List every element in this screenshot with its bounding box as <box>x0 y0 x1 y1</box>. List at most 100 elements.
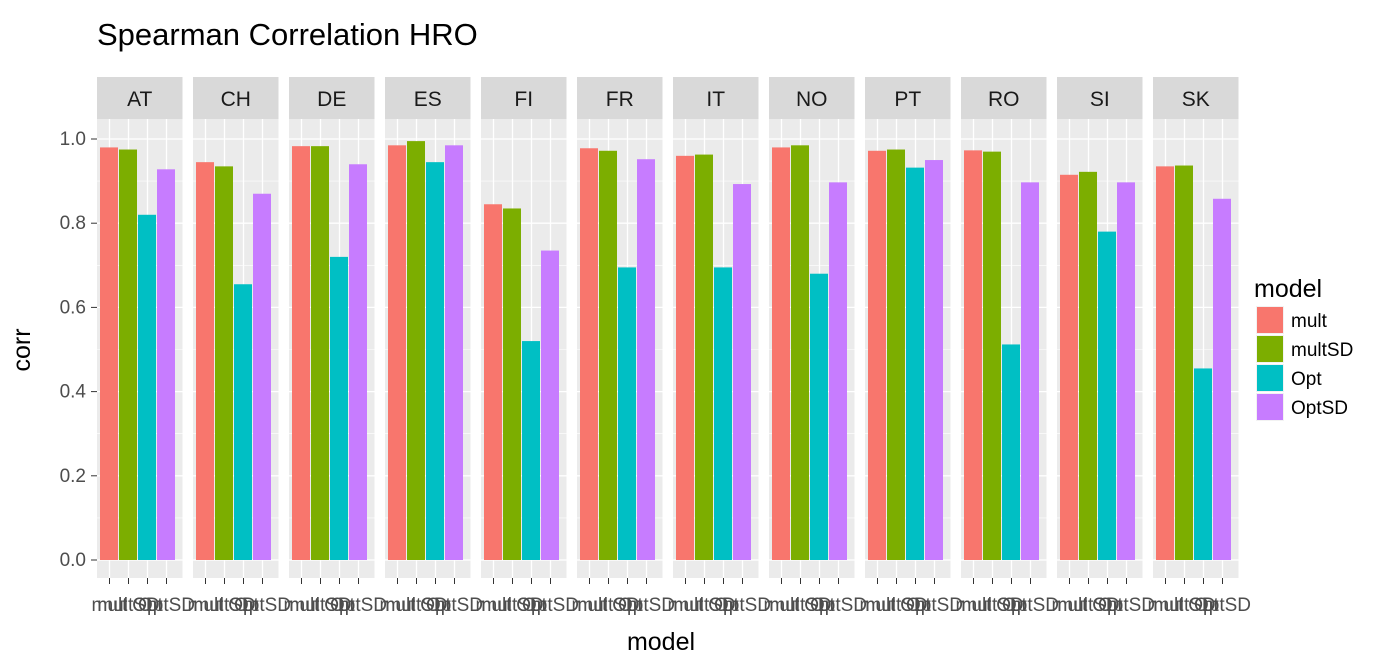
bar-no-optsd <box>829 182 847 560</box>
x-tick-label: OptSD <box>1098 595 1155 616</box>
bar-fi-multsd <box>503 208 521 560</box>
x-tick-label: Opt <box>900 595 931 616</box>
bar-it-mult <box>676 155 694 560</box>
bar-pt-mult <box>868 150 886 560</box>
x-tick-label: mult <box>476 595 513 616</box>
bar-ch-mult <box>196 162 214 560</box>
x-tick-label: mult <box>956 595 993 616</box>
bar-sk-multsd <box>1175 165 1193 560</box>
facet-strip <box>1153 77 1239 119</box>
facet-strip-label: FI <box>514 88 533 111</box>
y-tick-label: 0.2 <box>60 466 86 487</box>
x-tick-label: OptSD <box>330 595 387 616</box>
legend-key-mult <box>1257 307 1283 333</box>
bar-ro-opt <box>1002 344 1020 560</box>
bar-ch-optsd <box>253 193 271 561</box>
bar-sk-opt <box>1194 368 1212 560</box>
x-tick-label: multSD <box>865 595 927 616</box>
bar-de-opt <box>330 256 348 560</box>
bar-no-multsd <box>791 145 809 560</box>
x-tick-label: Opt <box>420 595 451 616</box>
x-tick-label: multSD <box>193 595 255 616</box>
legend-title: model <box>1254 275 1322 303</box>
x-tick-label: mult <box>92 595 129 616</box>
bar-fr-optsd <box>637 159 655 560</box>
x-tick-label: OptSD <box>234 595 291 616</box>
bar-fi-mult <box>484 204 502 560</box>
bar-de-optsd <box>349 164 367 560</box>
bar-fr-mult <box>580 148 598 560</box>
facet-strip-label: FR <box>606 88 634 111</box>
x-tick-label: mult <box>188 595 225 616</box>
bar-it-multsd <box>695 154 713 560</box>
y-tick-label: 0.8 <box>60 213 86 234</box>
legend-key-opt <box>1257 365 1283 391</box>
bar-ro-multsd <box>983 151 1001 560</box>
bar-es-mult <box>388 145 406 560</box>
facet-panels: ATmultmultSDOptOptSDCHmultmultSDOptOptSD… <box>92 77 1251 616</box>
x-tick-label: Opt <box>132 595 163 616</box>
x-tick-label: OptSD <box>522 595 579 616</box>
facet-strip <box>673 77 759 119</box>
bar-pt-opt <box>906 167 924 561</box>
legend-key-multsd <box>1257 336 1283 362</box>
x-tick-label: Opt <box>708 595 739 616</box>
facet-strip <box>385 77 471 119</box>
x-tick-label: mult <box>572 595 609 616</box>
x-tick-label: OptSD <box>714 595 771 616</box>
x-tick-label: OptSD <box>1194 595 1251 616</box>
facet-strip <box>481 77 567 119</box>
bar-fr-multsd <box>599 150 617 560</box>
bar-at-opt <box>138 214 156 560</box>
x-tick-label: mult <box>380 595 417 616</box>
bar-sk-optsd <box>1213 198 1231 561</box>
bar-fi-opt <box>522 341 540 560</box>
bar-it-optsd <box>733 184 751 560</box>
x-tick-label: multSD <box>577 595 639 616</box>
x-tick-label: multSD <box>673 595 735 616</box>
bar-ch-opt <box>234 284 252 560</box>
bar-es-optsd <box>445 145 463 560</box>
x-tick-label: Opt <box>612 595 643 616</box>
x-tick-label: Opt <box>1092 595 1123 616</box>
facet-strip-label: ES <box>414 88 442 111</box>
x-tick-label: OptSD <box>426 595 483 616</box>
facet-strip-label: SK <box>1182 88 1210 111</box>
x-tick-label: Opt <box>324 595 355 616</box>
bar-si-multsd <box>1079 171 1097 560</box>
bar-ro-optsd <box>1021 182 1039 560</box>
bar-fi-optsd <box>541 250 559 560</box>
bar-at-optsd <box>157 169 175 560</box>
facet-strip <box>961 77 1047 119</box>
x-tick-label: Opt <box>516 595 547 616</box>
legend-label: OptSD <box>1291 398 1348 419</box>
legend: model mult multSD Opt OptSD <box>1254 275 1353 421</box>
legend-label: Opt <box>1291 369 1322 390</box>
bar-es-multsd <box>407 141 425 561</box>
facet-strip <box>577 77 663 119</box>
x-tick-label: multSD <box>1153 595 1215 616</box>
y-axis-title: corr <box>8 328 36 371</box>
bar-de-mult <box>292 146 310 561</box>
x-tick-label: multSD <box>769 595 831 616</box>
x-tick-label: OptSD <box>1002 595 1059 616</box>
y-tick-label: 0.6 <box>60 297 86 318</box>
x-tick-label: multSD <box>1057 595 1119 616</box>
x-tick-label: mult <box>764 595 801 616</box>
x-tick-label: mult <box>1052 595 1089 616</box>
x-tick-label: OptSD <box>618 595 675 616</box>
x-tick-label: Opt <box>996 595 1027 616</box>
facet-strip-label: CH <box>221 88 251 111</box>
y-axis: 0.0 0.2 0.4 0.6 0.8 1.0 <box>60 129 97 571</box>
x-tick-label: OptSD <box>810 595 867 616</box>
x-tick-label: OptSD <box>906 595 963 616</box>
facet-strip-label: PT <box>894 88 921 111</box>
